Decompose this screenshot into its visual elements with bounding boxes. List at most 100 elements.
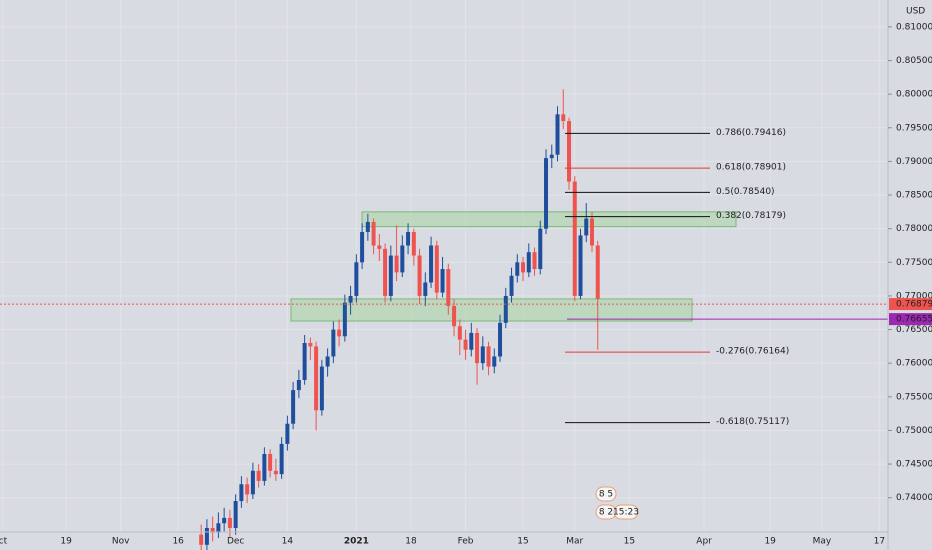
candle-body (233, 501, 238, 528)
candle-body (486, 346, 491, 367)
candle-body (463, 339, 468, 350)
y-tick-label: 0.77000 (896, 291, 932, 301)
x-tick-label: Nov (112, 537, 130, 547)
x-tick-label: 2021 (344, 537, 369, 547)
fib-level-label: 0.382(0.78179) (716, 211, 786, 221)
zones (290, 211, 737, 322)
y-tick-label: 0.75000 (896, 426, 932, 436)
x-tick-label: Feb (458, 537, 474, 547)
candle-body (222, 517, 227, 524)
y-tick-label: 0.76000 (896, 359, 932, 369)
axes: 0.74000 0.74500 0.75000 0.75500 0.76000 0.765… (0, 22, 932, 547)
candle-body (383, 248, 388, 296)
candle-body (452, 306, 457, 327)
x-tick-label: ct (0, 537, 8, 547)
candle-body (578, 235, 583, 296)
y-tick-label: 0.75500 (896, 392, 932, 402)
overlay: 0.786(0.79416) 0.618(0.78901) 0.5(0.78540)… (0, 128, 888, 520)
candle-body (296, 380, 301, 391)
candle-body (256, 470, 261, 481)
candle-body (572, 181, 577, 296)
candle-body (268, 453, 273, 471)
candle-body (590, 218, 594, 246)
candle-body (457, 326, 462, 340)
y-tick-label: 0.79000 (896, 157, 932, 167)
candle-body (446, 269, 451, 307)
y-tick-label: 0.77500 (896, 258, 932, 268)
y-tick-label: 0.78000 (896, 224, 932, 234)
candle-body (549, 154, 554, 159)
candle-body (388, 255, 393, 296)
candle-body (526, 252, 531, 273)
candle-body (239, 484, 244, 502)
y-tick-label: 0.79500 (896, 123, 932, 133)
candle-body (584, 218, 589, 236)
candle-body (532, 252, 537, 270)
candle-body (250, 470, 255, 495)
candle-body (308, 343, 313, 347)
price-label-box (889, 298, 932, 311)
candle-body (480, 346, 485, 364)
candle-body (509, 275, 514, 296)
y-tick-label: 0.80500 (896, 56, 932, 66)
event-marker (595, 486, 617, 502)
candle-body (216, 523, 221, 533)
fib-level-label: 0.5(0.78540) (716, 187, 775, 197)
candle-body (411, 232, 416, 256)
candle-body (342, 302, 347, 337)
support-resistance-zone (361, 211, 737, 228)
candle-body (204, 527, 209, 545)
event-marker-label: 8 2 (599, 508, 613, 518)
candle-body (595, 245, 600, 299)
candle-body (503, 295, 508, 323)
candle-body (262, 453, 267, 481)
price-label: 0.76879 (896, 300, 932, 310)
candle-body (394, 255, 399, 273)
plot-area (0, 0, 888, 532)
price-label: 0.76655 (896, 315, 932, 325)
fib-level-label: -0.276(0.76164) (716, 347, 789, 357)
candle-body (210, 527, 215, 533)
candle-body (360, 232, 365, 263)
candle-body (434, 245, 439, 293)
price-label-box (889, 313, 932, 326)
candle-body (498, 322, 503, 357)
candle-body (314, 346, 319, 411)
candle-body (538, 228, 543, 270)
candle-body (492, 356, 497, 367)
candle-body (400, 245, 405, 273)
candle-body (515, 262, 520, 276)
candle-body (348, 295, 353, 303)
x-tick-label: Mar (566, 537, 583, 547)
candle-body (325, 356, 330, 367)
candle-body (337, 329, 342, 337)
x-tick-label: 14 (282, 537, 294, 547)
candle-body (371, 221, 376, 246)
x-tick-label: 18 (405, 537, 417, 547)
y-tick-label: 0.78500 (896, 191, 932, 201)
x-tick-label: 15 (624, 537, 635, 547)
x-tick-label: 19 (764, 537, 776, 547)
candle-body (273, 470, 278, 475)
x-tick-label: 15 (517, 537, 528, 547)
y-tick-label: 0.81000 (896, 22, 932, 32)
x-tick-label: May (813, 537, 832, 547)
candle-body (521, 262, 526, 273)
candle-body (302, 343, 307, 380)
candle-body (245, 484, 250, 495)
fib-level-label: -0.618(0.75117) (716, 417, 789, 427)
candle-body (544, 158, 549, 229)
x-tick-label: Dec (227, 537, 244, 547)
event-marker-label: 15:23 (613, 508, 639, 518)
y-tick-label: 0.74000 (896, 493, 932, 503)
candle-body (406, 232, 411, 246)
candle-body (567, 121, 572, 182)
y-tick-label: 0.76500 (896, 325, 932, 335)
candles (199, 89, 600, 550)
candle-body (279, 443, 284, 475)
candle-body (331, 329, 336, 357)
event-marker (613, 504, 639, 520)
